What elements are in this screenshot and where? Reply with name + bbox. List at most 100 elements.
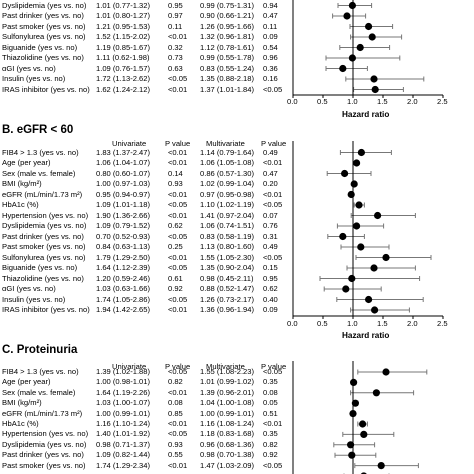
hazard-ratio-point: [348, 1, 356, 10]
row-label: IRAS inhibitor (yes vs. no): [2, 84, 90, 94]
univariate-value: 1.20 (0.59-2.46): [96, 273, 151, 283]
hazard-ratio-point: [348, 451, 356, 459]
univariate-p-value: <0.01: [168, 189, 188, 199]
multivariate-p-value: 0.15: [263, 263, 278, 272]
multivariate-value: 0.96 (0.68-1.36): [200, 439, 255, 449]
multivariate-value: 0.88 (0.52-1.47): [200, 284, 255, 293]
multivariate-p-value: 0.47: [263, 168, 278, 178]
x-tick-label: 2.5: [437, 319, 448, 328]
multivariate-value: 0.99 (0.55-1.78): [200, 53, 255, 62]
row-label: Insulin (yes vs. no): [2, 294, 66, 304]
multivariate-p-value: 0.35: [263, 429, 278, 439]
x-tick-label: 2.0: [407, 97, 418, 106]
x-tick-label: 0.0: [287, 319, 298, 328]
multivariate-value: 1.55 (1.05-2.30): [200, 252, 255, 262]
row-label: BMI (kg/m²): [2, 398, 42, 408]
multivariate-p-value: 0.09: [263, 32, 278, 41]
hazard-ratio-point: [374, 211, 382, 220]
hazard-ratio-point: [355, 201, 363, 209]
univariate-p-value: 0.93: [168, 179, 183, 188]
univariate-p-value: <0.01: [168, 387, 188, 397]
multivariate-p-value: 0.49: [263, 242, 278, 251]
univariate-value: 1.09 (0.76-1.57): [96, 63, 151, 73]
multivariate-p-value: 0.20: [263, 179, 278, 188]
column-header-multivariate: Multivariate: [206, 139, 245, 148]
multivariate-p-value: 0.31: [263, 231, 278, 241]
multivariate-p-value: 0.09: [263, 305, 278, 314]
univariate-value: 1.01 (0.77-1.32): [96, 0, 151, 10]
univariate-p-value: <0.01: [168, 419, 188, 428]
x-axis-label: Hazard ratio: [342, 331, 390, 340]
univariate-value: 1.40 (1.01-1.92): [96, 429, 151, 439]
hazard-ratio-point: [353, 159, 361, 167]
row-label: Dyslipidemia (yes vs. no): [2, 0, 87, 10]
multivariate-p-value: 0.16: [263, 74, 278, 83]
row-label: Sex (male vs. female): [2, 168, 76, 178]
multivariate-p-value: <0.05: [263, 84, 283, 94]
row-label: Hypertension (yes vs. no): [2, 429, 89, 439]
multivariate-value: 0.83 (0.55-1.24): [200, 63, 255, 73]
multivariate-value: 1.47 (1.03-2.09): [200, 460, 255, 470]
x-axis-label: Hazard ratio: [342, 110, 390, 119]
multivariate-value: 0.83 (0.58-1.19): [200, 231, 255, 241]
hazard-ratio-point: [360, 430, 368, 438]
multivariate-value: 0.99 (0.75-1.31): [200, 0, 255, 10]
multivariate-value: 1.35 (0.90-2.04): [200, 263, 255, 272]
hazard-ratio-point: [339, 64, 347, 73]
column-header-univariate: Univariate: [112, 362, 147, 371]
multivariate-value: 1.00 (0.99-1.01): [200, 408, 255, 418]
multivariate-value: 1.06 (1.05-1.08): [200, 158, 255, 167]
column-header-p-value: P value: [261, 362, 287, 371]
row-label: Biguanide (yes vs. no): [2, 263, 78, 272]
univariate-value: 1.94 (1.42-2.65): [96, 305, 151, 314]
multivariate-p-value: <0.01: [263, 158, 283, 167]
hazard-ratio-point: [341, 169, 349, 178]
hazard-ratio-point: [365, 22, 373, 31]
univariate-p-value: 0.95: [168, 0, 183, 10]
multivariate-value: 1.32 (0.96-1.81): [200, 32, 255, 41]
multivariate-p-value: <0.05: [263, 460, 283, 470]
row-label: Past smoker (yes vs. no): [2, 460, 86, 470]
univariate-p-value: <0.01: [168, 460, 188, 470]
hazard-ratio-point: [377, 462, 385, 470]
univariate-value: 1.74 (1.05-2.86): [96, 294, 151, 304]
multivariate-value: 0.98 (0.70-1.38): [200, 450, 255, 460]
hazard-ratio-point: [353, 222, 361, 230]
univariate-p-value: 0.62: [168, 221, 183, 230]
univariate-p-value: <0.05: [168, 231, 188, 241]
x-tick-label: 0.5: [317, 97, 328, 106]
multivariate-p-value: 0.05: [263, 398, 278, 408]
univariate-p-value: 0.92: [168, 284, 183, 293]
univariate-p-value: <0.01: [168, 305, 188, 314]
multivariate-p-value: 0.11: [263, 21, 278, 31]
univariate-value: 1.72 (1.13-2.62): [96, 74, 151, 83]
multivariate-p-value: <0.01: [263, 419, 283, 428]
univariate-value: 0.98 (0.71-1.37): [96, 439, 151, 449]
row-label: αGI (yes vs. no): [2, 63, 56, 73]
univariate-p-value: 0.55: [168, 450, 183, 460]
multivariate-p-value: <0.01: [263, 189, 283, 199]
multivariate-value: 1.55 (1.08-2.23): [200, 367, 255, 376]
row-label: BMI (kg/m²): [2, 179, 42, 188]
univariate-p-value: 0.97: [168, 11, 183, 20]
multivariate-p-value: 0.47: [263, 11, 278, 20]
x-tick-label: 1.5: [377, 319, 388, 328]
multivariate-p-value: 0.96: [263, 53, 278, 62]
row-label: eGFR (mL/min/1.73 m²): [2, 189, 83, 199]
multivariate-p-value: 0.07: [263, 210, 278, 220]
multivariate-value: 1.41 (0.97-2.04): [200, 210, 255, 220]
univariate-p-value: 0.63: [168, 63, 183, 73]
univariate-p-value: <0.05: [168, 294, 188, 304]
row-label: eGFR (mL/min/1.73 m²): [2, 408, 83, 418]
multivariate-value: 1.16 (1.08-1.24): [200, 419, 255, 428]
hazard-ratio-point: [348, 54, 356, 62]
x-tick-label: 1.5: [377, 97, 388, 106]
univariate-p-value: 0.14: [168, 168, 183, 178]
hazard-ratio-point: [370, 264, 378, 272]
row-label: FIB4 > 1.3 (yes vs. no): [2, 147, 79, 157]
multivariate-p-value: 0.40: [263, 294, 278, 304]
univariate-p-value: <0.05: [168, 429, 188, 439]
hazard-ratio-point: [359, 420, 367, 428]
univariate-value: 1.00 (0.97-1.03): [96, 179, 151, 188]
x-tick-label: 2.5: [437, 97, 448, 106]
